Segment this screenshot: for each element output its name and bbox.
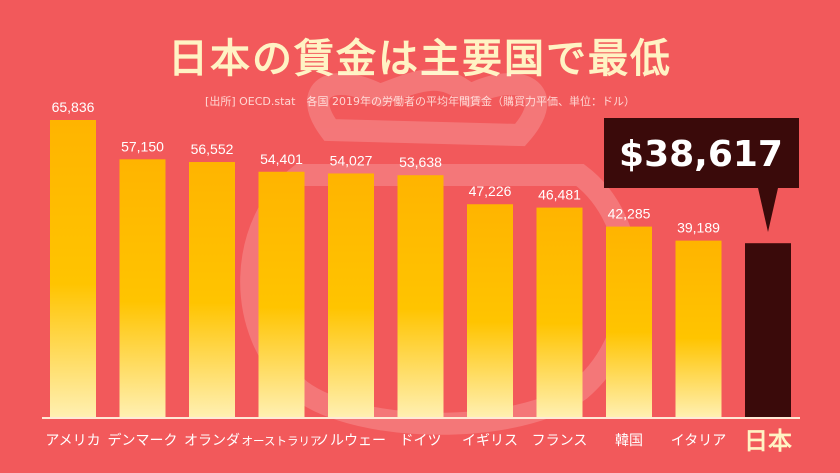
- bar-2: [189, 162, 235, 418]
- value-label-6: 47,226: [469, 183, 512, 199]
- bar-9: [675, 240, 722, 418]
- value-label-5: 53,638: [399, 154, 442, 170]
- bar-4: [328, 173, 374, 418]
- x-label-0: アメリカ: [45, 433, 100, 449]
- value-label-2: 56,552: [191, 141, 234, 157]
- chart-source-note: [出所] OECD.stat 各国 2019年の労働者の平均年間賃金（購買力平価…: [205, 95, 635, 108]
- bar-8: [606, 226, 652, 418]
- value-label-9: 39,189: [677, 220, 720, 236]
- x-label-2: オランダ: [184, 433, 240, 449]
- value-label-3: 54,401: [260, 151, 303, 167]
- x-label-3: オーストラリア: [242, 434, 322, 448]
- bars-group: [50, 120, 791, 419]
- x-label-8: 韓国: [615, 433, 643, 449]
- x-label-7: フランス: [532, 433, 588, 449]
- callout-box: [604, 118, 799, 188]
- bar-3: [258, 171, 305, 418]
- bar-5: [397, 175, 444, 418]
- chart-title: 日本の賃金は主要国で最低: [168, 36, 672, 82]
- bar-7: [536, 207, 583, 418]
- callout-value-label: $38,617: [619, 134, 783, 175]
- x-label-4: ノルウェー: [316, 433, 386, 449]
- value-label-8: 42,285: [608, 206, 651, 222]
- x-label-1: デンマーク: [108, 432, 178, 449]
- japan-callout: $38,617: [604, 118, 799, 232]
- bar-0: [50, 120, 96, 418]
- x-label-10: 日本: [744, 427, 792, 455]
- x-label-5: ドイツ: [400, 433, 442, 449]
- value-label-1: 57,150: [121, 138, 164, 154]
- value-labels-group: 65,836 57,150 56,552 54,401 54,027 53,638 47,2…: [52, 99, 721, 236]
- callout-pointer: [758, 188, 778, 232]
- bar-1: [119, 159, 166, 419]
- value-label-0: 65,836: [52, 99, 95, 115]
- bar-10: [745, 243, 791, 418]
- value-label-7: 46,481: [538, 187, 581, 203]
- bar-6: [467, 204, 513, 418]
- x-label-9: イタリア: [671, 433, 726, 449]
- value-label-4: 54,027: [330, 152, 373, 168]
- x-label-6: イギリス: [462, 433, 518, 449]
